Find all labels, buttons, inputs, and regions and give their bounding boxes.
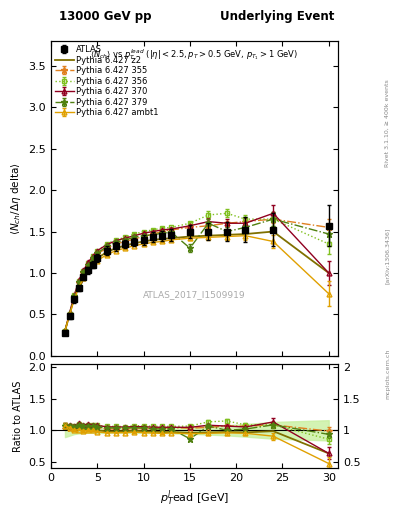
Pythia 6.427 z2 (104, 249, 109, 255)
Text: ATLAS_2017_I1509919: ATLAS_2017_I1509919 (143, 290, 246, 299)
Text: mcplots.cern.ch: mcplots.cern.ch (385, 349, 390, 399)
Pythia 6.427 z2 (141, 239, 146, 245)
Pythia 6.427 z2 (169, 235, 174, 241)
Text: [arXiv:1306.3436]: [arXiv:1306.3436] (385, 228, 390, 284)
Pythia 6.427 z2 (132, 240, 137, 246)
Y-axis label: $\langle N_{ch}/ \Delta\eta$ delta$\rangle$: $\langle N_{ch}/ \Delta\eta$ delta$\rang… (9, 162, 23, 234)
Text: Underlying Event: Underlying Event (220, 10, 334, 23)
Pythia 6.427 z2 (62, 328, 67, 334)
Legend: ATLAS, Pythia 6.427 z2, Pythia 6.427 355, Pythia 6.427 356, Pythia 6.427 370, Py: ATLAS, Pythia 6.427 z2, Pythia 6.427 355… (53, 44, 160, 119)
Pythia 6.427 z2 (114, 245, 118, 251)
X-axis label: $p_{T}^{l}$ead [GeV]: $p_{T}^{l}$ead [GeV] (160, 489, 229, 508)
Line: Pythia 6.427 z2: Pythia 6.427 z2 (65, 231, 329, 331)
Y-axis label: Ratio to ATLAS: Ratio to ATLAS (13, 380, 23, 452)
Pythia 6.427 z2 (86, 265, 90, 271)
Pythia 6.427 z2 (151, 237, 155, 243)
Pythia 6.427 z2 (206, 232, 211, 239)
Pythia 6.427 z2 (224, 232, 229, 238)
Pythia 6.427 z2 (160, 236, 165, 242)
Text: $\langle N_{ch}\rangle$ vs $p_T^{lead}$ ($|\eta| < 2.5, p_T > 0.5$ GeV, $p_{T_1}: $\langle N_{ch}\rangle$ vs $p_T^{lead}$ … (90, 47, 299, 62)
Pythia 6.427 z2 (326, 270, 331, 276)
Pythia 6.427 z2 (271, 228, 275, 234)
Pythia 6.427 z2 (243, 231, 248, 237)
Pythia 6.427 z2 (67, 311, 72, 317)
Pythia 6.427 z2 (95, 255, 100, 261)
Pythia 6.427 z2 (72, 295, 77, 301)
Pythia 6.427 z2 (187, 233, 192, 240)
Pythia 6.427 z2 (90, 259, 95, 265)
Pythia 6.427 z2 (81, 272, 86, 279)
Pythia 6.427 z2 (123, 243, 127, 249)
Pythia 6.427 z2 (77, 282, 81, 288)
Text: Rivet 3.1.10, ≥ 400k events: Rivet 3.1.10, ≥ 400k events (385, 79, 390, 167)
Text: 13000 GeV pp: 13000 GeV pp (59, 10, 151, 23)
